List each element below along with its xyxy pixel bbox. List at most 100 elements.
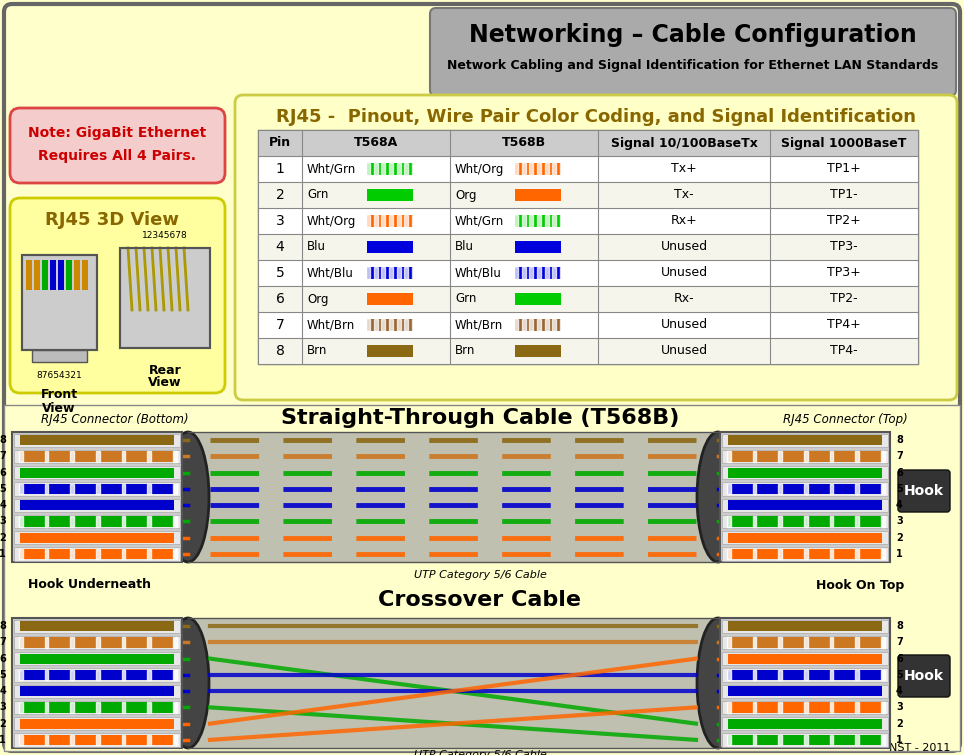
Text: 2: 2 [170, 533, 176, 542]
Text: RJ45 -  Pinout, Wire Pair Color Coding, and Signal Identification: RJ45 - Pinout, Wire Pair Color Coding, a… [276, 108, 916, 126]
FancyBboxPatch shape [10, 108, 225, 183]
Polygon shape [412, 215, 416, 227]
Bar [258, 260, 918, 286]
Polygon shape [389, 163, 393, 175]
Text: Rear: Rear [148, 363, 181, 377]
Polygon shape [727, 549, 731, 559]
Text: Hook: Hook [904, 669, 944, 683]
Text: 8: 8 [730, 621, 736, 630]
Polygon shape [537, 319, 541, 331]
Bar [722, 547, 888, 560]
Bar [14, 482, 180, 495]
Polygon shape [804, 549, 808, 559]
Polygon shape [19, 451, 22, 461]
Polygon shape [173, 451, 176, 461]
Polygon shape [560, 215, 564, 227]
Text: 2: 2 [896, 532, 902, 543]
Polygon shape [121, 637, 125, 648]
Polygon shape [147, 484, 150, 494]
Text: 3: 3 [170, 517, 176, 526]
Polygon shape [382, 267, 386, 279]
Text: 2: 2 [276, 188, 284, 202]
Bar [728, 621, 882, 631]
Polygon shape [44, 702, 48, 713]
Polygon shape [19, 735, 22, 745]
Polygon shape [147, 549, 150, 559]
Bar [20, 686, 174, 696]
Bar [515, 163, 561, 175]
Text: Crossover Cable: Crossover Cable [379, 590, 581, 610]
Text: 1: 1 [0, 549, 6, 559]
Text: Wht/Grn: Wht/Grn [455, 214, 504, 227]
Polygon shape [173, 484, 176, 494]
Bar [74, 260, 80, 290]
Text: Hook Underneath: Hook Underneath [29, 578, 151, 591]
Bar [14, 433, 180, 447]
Text: Rx+: Rx+ [671, 214, 697, 227]
Polygon shape [121, 735, 125, 745]
Polygon shape [830, 702, 833, 713]
Text: 6: 6 [276, 292, 284, 306]
Text: 7: 7 [170, 638, 176, 647]
Text: 7: 7 [0, 451, 6, 461]
Polygon shape [545, 215, 549, 227]
Polygon shape [44, 670, 48, 680]
Polygon shape [19, 516, 22, 526]
Bar [22, 255, 97, 350]
Bar [14, 466, 180, 479]
Bar [728, 686, 882, 696]
Polygon shape [366, 215, 370, 227]
Text: RJ45 Connector (Bottom): RJ45 Connector (Bottom) [41, 414, 189, 427]
Polygon shape [404, 319, 409, 331]
Text: 7: 7 [896, 451, 902, 461]
Polygon shape [70, 484, 74, 494]
Bar [14, 652, 180, 665]
Text: Unused: Unused [660, 267, 708, 279]
Polygon shape [727, 484, 731, 494]
Polygon shape [753, 516, 756, 526]
Bar [515, 189, 561, 201]
Polygon shape [173, 549, 176, 559]
Bar [20, 670, 174, 680]
Text: 8: 8 [896, 621, 903, 631]
Polygon shape [366, 163, 370, 175]
Bar [728, 670, 882, 680]
Polygon shape [366, 267, 370, 279]
Polygon shape [366, 319, 370, 331]
Text: TP2-: TP2- [830, 292, 858, 306]
Polygon shape [96, 702, 99, 713]
Text: 5: 5 [0, 484, 6, 494]
Polygon shape [552, 163, 556, 175]
Bar [26, 260, 32, 290]
Polygon shape [522, 215, 525, 227]
Bar [188, 432, 718, 562]
Bar [20, 702, 174, 713]
Bar [14, 733, 180, 747]
Text: 1: 1 [170, 550, 176, 559]
Polygon shape [121, 702, 125, 713]
Bar [722, 668, 888, 682]
Bar [12, 618, 182, 748]
Polygon shape [881, 670, 885, 680]
Text: View: View [148, 377, 182, 390]
Bar [12, 432, 182, 562]
Text: Note: GigaBit Ethernet: Note: GigaBit Ethernet [28, 126, 206, 140]
Text: 1: 1 [896, 549, 902, 559]
Text: 4: 4 [0, 686, 6, 696]
Text: UTP Category 5/6 Cable: UTP Category 5/6 Cable [414, 750, 547, 755]
Text: Signal 1000BaseT: Signal 1000BaseT [781, 137, 907, 149]
Text: Straight-Through Cable (T568B): Straight-Through Cable (T568B) [281, 408, 680, 428]
Text: 2: 2 [730, 533, 736, 542]
Text: 1: 1 [0, 735, 6, 745]
Text: TP2+: TP2+ [827, 214, 861, 227]
Text: 1: 1 [276, 162, 284, 176]
Text: 3: 3 [730, 517, 736, 526]
Bar [188, 618, 718, 748]
Bar [722, 433, 888, 447]
Polygon shape [19, 670, 22, 680]
Text: TP4-: TP4- [830, 344, 858, 358]
Bar [722, 515, 888, 528]
Bar [367, 345, 413, 357]
Text: Wht/Org: Wht/Org [455, 162, 504, 175]
Polygon shape [396, 215, 401, 227]
